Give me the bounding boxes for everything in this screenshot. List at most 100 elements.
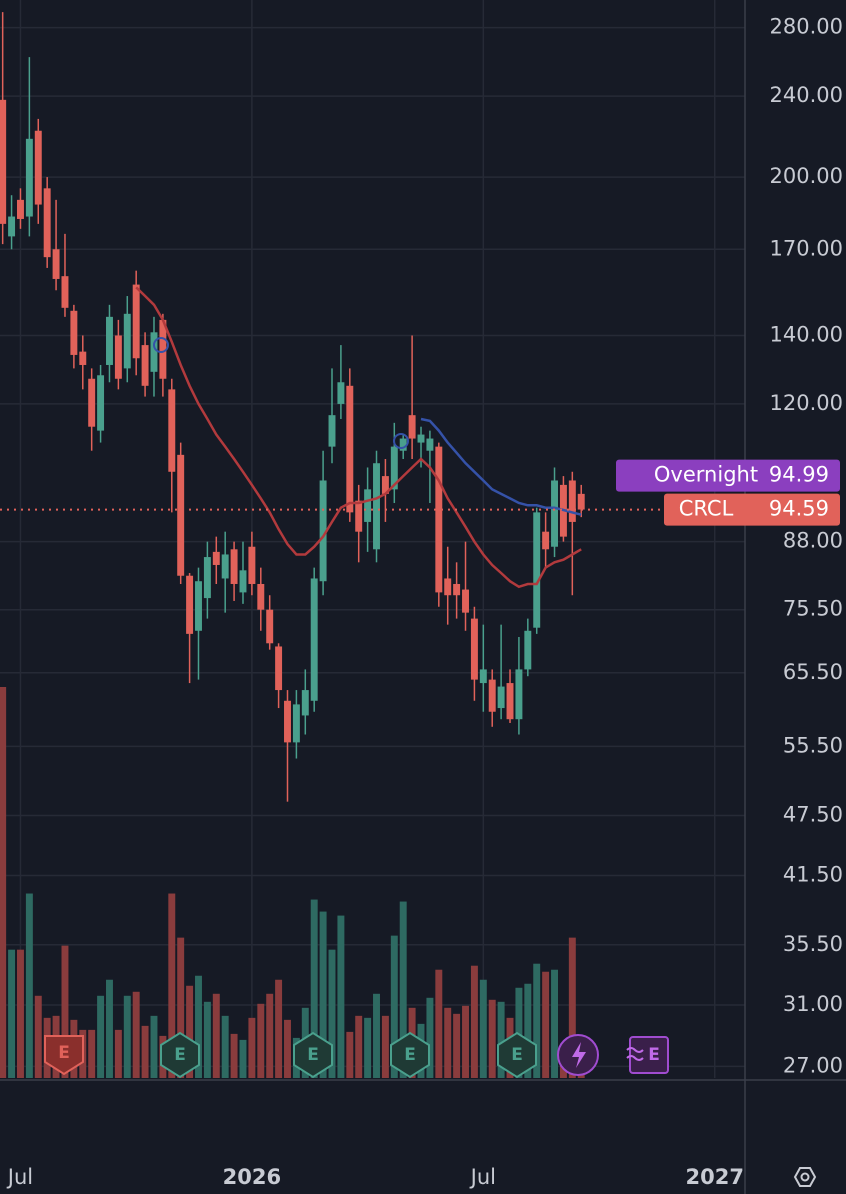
volume-bar <box>221 1015 229 1078</box>
price-label-name: CRCL <box>679 497 734 521</box>
y-tick-label: 35.50 <box>783 932 843 956</box>
grid <box>0 0 745 1078</box>
volume-bar <box>462 1005 469 1078</box>
candle-body <box>453 583 461 596</box>
y-tick-label: 240.00 <box>770 83 843 107</box>
volume-bar <box>203 1001 211 1078</box>
volume-bar <box>515 987 523 1078</box>
candle-body <box>462 589 469 613</box>
candle-body <box>435 446 443 593</box>
volume-bar <box>524 983 532 1078</box>
volume-bar <box>34 995 42 1078</box>
volume-bar <box>453 1013 461 1078</box>
candle-body <box>310 578 318 701</box>
event-badge <box>44 1035 84 1076</box>
candle-body <box>141 345 149 386</box>
volume-bar <box>488 999 496 1078</box>
candle-body <box>408 415 416 439</box>
event-badge <box>497 1031 537 1079</box>
volume-bar <box>435 969 443 1078</box>
price-label-value: 94.99 <box>769 463 829 487</box>
y-tick-label: 47.50 <box>783 802 843 826</box>
settings-icon-center <box>800 1172 810 1182</box>
candle-body <box>248 546 256 584</box>
candle-body <box>355 500 363 532</box>
candle-body <box>364 489 372 522</box>
volume-bar <box>568 937 576 1078</box>
candle-body <box>292 704 300 743</box>
candle-body <box>266 609 274 644</box>
candle-body <box>114 335 122 379</box>
candle-body <box>168 389 176 472</box>
event-dot <box>393 433 409 449</box>
volume-bar <box>284 1019 291 1078</box>
volume-bar <box>444 1007 452 1078</box>
candle-body <box>275 646 283 691</box>
candle-body <box>123 313 131 369</box>
candle-body <box>61 276 69 308</box>
volume-bar <box>328 949 336 1078</box>
y-tick-label: 41.50 <box>783 862 843 886</box>
event-dot <box>153 337 169 353</box>
volume-bar <box>346 1031 354 1078</box>
volume-bar <box>8 949 16 1078</box>
y-tick-label: 170.00 <box>770 236 843 260</box>
volume-bar <box>186 985 194 1078</box>
candle-body <box>132 284 140 359</box>
volume-bar <box>61 945 69 1078</box>
candle-body <box>488 679 496 712</box>
candle-body <box>88 378 96 427</box>
volume-bar <box>551 969 558 1078</box>
volume-bar <box>141 1025 149 1078</box>
volume-bar <box>97 995 105 1078</box>
event-badge[interactable] <box>629 1036 669 1074</box>
candle-body <box>8 216 16 237</box>
candle-body <box>186 575 194 634</box>
candle-body <box>373 463 380 550</box>
event-label: E <box>307 1045 319 1065</box>
candle-body <box>479 669 487 684</box>
candle-body <box>390 446 398 490</box>
candle-body <box>417 434 425 443</box>
volume-bar <box>426 997 434 1078</box>
volume-bar <box>25 893 33 1078</box>
event-badge <box>390 1031 430 1079</box>
volume-bar <box>399 901 407 1078</box>
volume-bar <box>275 979 283 1078</box>
candle-body <box>328 415 336 447</box>
x-tick-label: 2026 <box>223 1165 281 1189</box>
y-tick-label: 200.00 <box>770 164 843 188</box>
moving-average <box>135 286 582 589</box>
candle-body <box>399 438 407 451</box>
volume-bar <box>177 937 185 1078</box>
volume-bar <box>381 1015 389 1078</box>
volume-bar <box>533 963 541 1078</box>
candle-body <box>284 700 291 743</box>
y-tick-label: 27.00 <box>783 1053 843 1077</box>
volume-bar <box>230 1033 238 1078</box>
candle-body <box>444 578 452 596</box>
volume-bar <box>337 915 345 1078</box>
price-label-name: Overnight <box>654 463 758 487</box>
y-tick-label: 88.00 <box>783 529 843 553</box>
candle-body <box>230 549 238 584</box>
candle-body <box>25 138 33 217</box>
candle-body <box>568 480 576 522</box>
price-label-box <box>664 493 840 526</box>
candle-body <box>221 554 229 579</box>
moving-average <box>420 417 582 516</box>
candle-body <box>43 188 51 258</box>
volume-bar <box>239 1039 247 1078</box>
settings-button[interactable] <box>793 1167 817 1187</box>
settings-icon[interactable] <box>793 1167 817 1187</box>
y-tick-label: 120.00 <box>770 391 843 415</box>
event-markers: E E E E E E <box>44 1031 669 1079</box>
volume-bar <box>123 995 131 1078</box>
candle-body <box>346 385 354 513</box>
volume-bar <box>266 993 274 1078</box>
volume-bar <box>390 935 398 1078</box>
candle-body <box>542 531 550 550</box>
volume-bar <box>248 1017 256 1078</box>
y-tick-label: 65.50 <box>783 660 843 684</box>
volume-bar <box>168 893 176 1078</box>
